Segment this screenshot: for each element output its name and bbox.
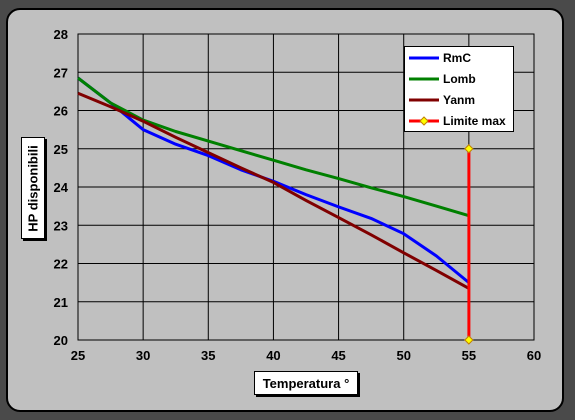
legend-swatch-limite-max [409,110,439,131]
x-tick-label: 30 [136,348,150,363]
y-tick-label: 27 [54,65,68,80]
legend: RmC Lomb Yanm Limite max [404,46,514,132]
y-tick-label: 20 [54,333,68,348]
series-line-yanm [77,91,470,290]
legend-label-limite-max: Limite max [443,113,506,128]
y-axis-label: HP disponibili [25,144,41,232]
legend-swatch-lomb [409,68,439,89]
y-tick-label: 26 [54,104,68,119]
x-tick-label: 25 [71,348,85,363]
x-tick-label: 55 [462,348,476,363]
x-tick-label: 35 [201,348,215,363]
legend-label-yanm: Yanm [443,92,476,107]
y-tick-label: 24 [54,180,69,195]
series-layer [77,76,474,345]
y-tick-label: 23 [54,218,68,233]
legend-swatch-rmc [409,47,439,68]
legend-item-yanm: Yanm [405,89,513,110]
x-tick-label: 60 [527,348,541,363]
tick-layer: 25 30 35 40 45 50 55 60 20 21 22 23 24 25 26 27 28 [54,27,542,363]
legend-label-rmc: RmC [443,50,472,65]
y-tick-label: 21 [54,295,68,310]
legend-label-lomb: Lomb [443,71,476,86]
legend-item-limite-max: Limite max [405,110,513,131]
y-tick-label: 22 [54,257,68,272]
y-tick-label: 25 [54,142,68,157]
x-tick-label: 40 [266,348,280,363]
y-axis-label-box: HP disponibili [21,137,45,239]
data-point-limite-max [464,335,474,345]
legend-item-lomb: Lomb [405,68,513,89]
x-tick-label: 45 [331,348,345,363]
data-point-limite-max [464,144,474,154]
x-axis-label: Temperatura ° [254,371,358,395]
x-tick-label: 50 [396,348,410,363]
legend-swatch-yanm [409,89,439,110]
legend-item-rmc: RmC [405,47,513,68]
y-tick-label: 28 [54,27,68,42]
